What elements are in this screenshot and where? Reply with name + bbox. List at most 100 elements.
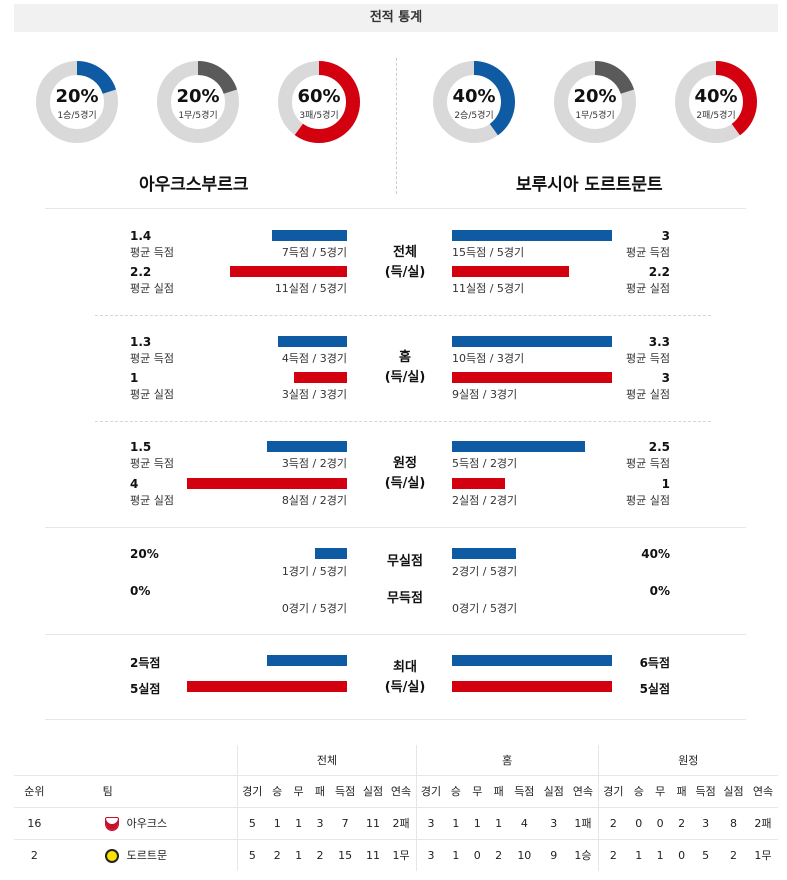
left-home-conceded-bar — [294, 372, 347, 383]
donut-caption: 3패/5경기 — [299, 111, 339, 121]
left-max-scored-bar — [267, 655, 347, 666]
rank-header: 순위 — [14, 774, 55, 807]
team-cell[interactable]: 도르트문 — [54, 838, 238, 871]
donut-right-loss: 40% 2패/5경기 — [674, 60, 758, 144]
right-conceded-caption: 11실점 / 5경기 — [452, 282, 525, 295]
away-title: 원정 (득/실) — [384, 456, 426, 491]
right-away-conceded: 1 — [661, 477, 670, 491]
overall-title: 전체 (득/실) — [384, 245, 426, 280]
standings-sub-header: 순위 팀 경기 승 무 패 득점 실점 연속 경기 승 무 패 득점 실점 연속 경기 승 무 패 득점 실점 연속 — [14, 774, 778, 807]
left-home-conceded-label: 평균 실점 — [130, 388, 174, 401]
stat-cell: 2패 — [747, 806, 778, 839]
home-title: 홈 (득/실) — [384, 350, 426, 385]
left-away-conceded-bar — [187, 478, 347, 489]
group-header-away: 원정 — [597, 745, 778, 775]
cleansheet-title: 무실점 — [387, 554, 423, 569]
divider — [45, 527, 746, 528]
team-cell[interactable]: 아우크스 — [54, 806, 238, 839]
left-away-conceded: 4 — [130, 477, 139, 491]
team-divider — [396, 58, 397, 194]
stat-cell: 0 — [628, 806, 650, 839]
left-avg-conceded-label: 평균 실점 — [130, 282, 174, 295]
stat-cell: 2 — [597, 806, 629, 839]
col-header: 패 — [670, 774, 693, 807]
right-cleansheet-pct: 40% — [641, 547, 670, 561]
right-home-scored: 3.3 — [648, 335, 670, 349]
stat-cell: 11 — [359, 838, 387, 871]
team-cell-name: 도르트문 — [126, 849, 168, 863]
right-avg-conceded-label: 평균 실점 — [626, 282, 670, 295]
donut-caption: 2승/5경기 — [454, 111, 494, 121]
right-scored-bar — [452, 230, 612, 241]
left-scored-caption: 7득점 / 5경기 — [281, 246, 347, 259]
stat-cell: 2패 — [386, 806, 417, 839]
stat-cell: 2 — [719, 838, 748, 871]
stat-cell: 1패 — [568, 806, 599, 839]
col-header: 득점 — [330, 774, 360, 807]
stat-cell: 8 — [719, 806, 748, 839]
col-header: 실점 — [719, 774, 748, 807]
standings-table: 전체 홈 원정 순위 팀 경기 승 무 패 득점 실점 연속 경기 승 무 패 득점 실점 연속 경기 승… — [14, 745, 778, 871]
donut-right-win: 40% 2승/5경기 — [432, 60, 516, 144]
group-header-home: 홈 — [415, 745, 599, 775]
donut-left-loss: 60% 3패/5경기 — [277, 60, 361, 144]
right-home-conceded-label: 평균 실점 — [626, 388, 670, 401]
left-noscore-pct: 0% — [130, 584, 151, 598]
stat-cell: 0 — [670, 838, 693, 871]
stat-cell: 1무 — [747, 838, 778, 871]
left-avg-scored-label: 평균 득점 — [130, 246, 174, 259]
left-conceded-bar — [230, 266, 347, 277]
stat-cell: 1 — [628, 838, 650, 871]
donut-percent: 60% — [297, 86, 341, 107]
col-header: 실점 — [539, 774, 569, 807]
donut-arc — [433, 61, 515, 143]
divider — [45, 634, 746, 635]
stat-cell: 1 — [466, 806, 488, 839]
stat-cell: 1 — [445, 806, 467, 839]
stat-cell: 2 — [597, 838, 629, 871]
left-away-conceded-caption: 8실점 / 2경기 — [281, 494, 347, 507]
left-cleansheet-caption: 1경기 / 5경기 — [281, 565, 347, 578]
col-header: 승 — [445, 774, 467, 807]
donut-percent: 40% — [694, 86, 738, 107]
stat-cell: 3 — [309, 806, 331, 839]
stat-cell: 1승 — [568, 838, 599, 871]
team-logo-icon — [104, 817, 119, 831]
team-name-right: 보루시아 도르트문트 — [516, 175, 663, 195]
stat-cell: 4 — [509, 806, 540, 839]
right-cleansheet-caption: 2경기 / 5경기 — [452, 565, 518, 578]
right-home-scored-bar — [452, 336, 612, 347]
left-away-conceded-label: 평균 실점 — [130, 494, 174, 507]
col-header: 경기 — [597, 774, 629, 807]
donut-arc — [278, 61, 360, 143]
left-away-scored-bar — [267, 441, 347, 452]
left-home-scored-label: 평균 득점 — [130, 352, 174, 365]
stat-cell: 1무 — [386, 838, 417, 871]
right-home-scored-label: 평균 득점 — [626, 352, 670, 365]
stat-cell: 1 — [649, 838, 671, 871]
donut-percent: 20% — [176, 86, 220, 107]
right-scored-caption: 15득점 / 5경기 — [452, 246, 525, 259]
donut-arc — [36, 61, 118, 143]
stat-cell: 3 — [539, 806, 569, 839]
donut-arc — [675, 61, 757, 143]
donut-caption: 2패/5경기 — [696, 111, 736, 121]
left-away-scored-caption: 3득점 / 2경기 — [281, 457, 347, 470]
left-home-scored-caption: 4득점 / 3경기 — [281, 352, 347, 365]
stat-cell: 9 — [539, 838, 569, 871]
right-away-scored: 2.5 — [648, 440, 670, 454]
right-max-scored: 6득점 — [639, 656, 670, 670]
right-home-conceded-caption: 9실점 / 3경기 — [452, 388, 518, 401]
stat-cell: 10 — [509, 838, 540, 871]
table-row: 2 도르트문 5 2 1 2 15 11 1무 3 1 0 2 10 9 1승 2 1 1 0 5 2 1무 — [14, 838, 778, 871]
col-header: 무 — [466, 774, 488, 807]
left-home-scored-bar — [278, 336, 347, 347]
stat-cell: 2 — [309, 838, 331, 871]
stat-cell: 1 — [266, 806, 288, 839]
stat-cell: 1 — [287, 838, 310, 871]
stat-cell: 3 — [415, 806, 446, 839]
stat-cell: 1 — [287, 806, 310, 839]
max-title: 최대 (득/실) — [384, 660, 426, 695]
right-home-conceded: 3 — [661, 371, 670, 385]
col-header: 실점 — [359, 774, 387, 807]
